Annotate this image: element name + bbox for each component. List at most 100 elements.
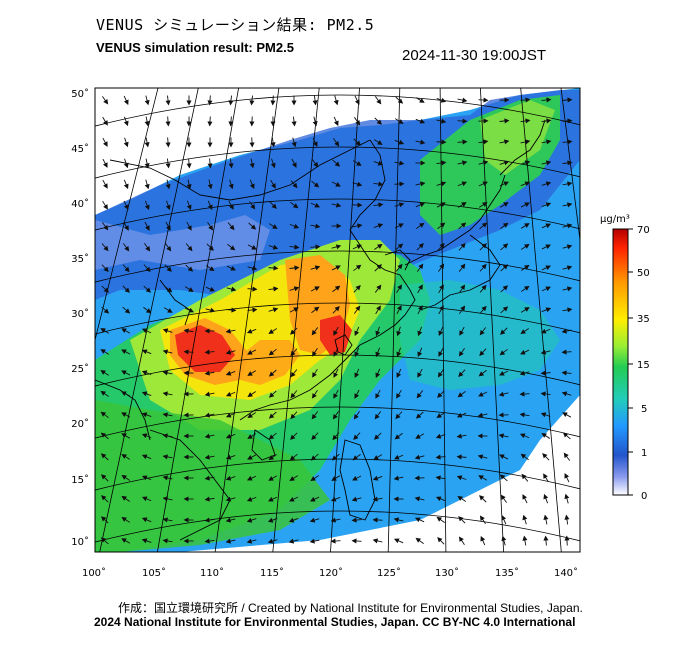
wind-arrow-head [144, 99, 150, 106]
wind-arrow-head [207, 183, 213, 190]
wind-arrow-head [504, 97, 510, 103]
wind-arrow-head [165, 163, 171, 169]
wind-arrow-head [309, 517, 316, 523]
wind-arrow-head [545, 286, 551, 292]
wind-arrow-head [270, 121, 276, 127]
wind-arrow-head [546, 118, 552, 124]
wind-arrow-head [414, 496, 420, 502]
wind-arrow-head [481, 222, 488, 228]
wind-arrow-head [355, 119, 361, 126]
wind-arrow-head [376, 264, 382, 270]
wind-arrow-head [418, 305, 423, 311]
colorbar-unit: μg/m³ [600, 214, 630, 225]
lon-axis: 100˚ 105˚ 110˚ 115˚ 120˚ 125˚ 130˚ 135˚ … [82, 567, 578, 579]
wind-arrow-head [398, 223, 404, 228]
wind-arrow-head [460, 305, 466, 311]
wind-arrow-head [356, 181, 363, 187]
wind-arrow-head [165, 204, 171, 211]
wind-arrow-head [100, 328, 106, 333]
colorbar: μg/m³ 70 50 35 15 5 1 0 [600, 214, 650, 502]
wind-arrow-head [313, 182, 320, 188]
wind-arrow-head [252, 307, 258, 313]
title-en: VENUS simulation result: PM2.5 [96, 40, 294, 55]
wind-arrow-head [540, 328, 547, 334]
wind-arrow-head [249, 121, 255, 127]
wind-arrow-head [272, 224, 278, 229]
wind-arrow-head [267, 538, 274, 544]
wind-arrow-head [523, 264, 530, 270]
wind-arrow-head [209, 286, 216, 292]
wind-arrow-head [377, 223, 384, 229]
wind-arrow-head [414, 454, 421, 460]
wind-arrow-head [294, 265, 300, 271]
map-frame [94, 87, 581, 553]
wind-arrow-head [103, 120, 108, 126]
wind-arrow-head [540, 370, 546, 376]
wind-arrow-head [228, 100, 234, 106]
longitude-line [387, 88, 401, 552]
wind-arrow-head [225, 349, 232, 355]
wind-arrow-head [204, 328, 210, 334]
wind-arrow-head [397, 284, 402, 290]
wind-arrow-head [103, 98, 109, 105]
wind-arrow-head [123, 204, 129, 210]
wind-arrow-head [522, 514, 528, 521]
wind-arrow-head [271, 203, 277, 209]
wind-arrow-head [229, 245, 236, 251]
wind-arrow-head [372, 517, 378, 523]
latitude-line [95, 510, 580, 543]
wind-arrow-head [524, 139, 531, 145]
wind-arrow-head [502, 222, 509, 228]
wind-arrow-head [372, 475, 379, 481]
wind-arrow-head [375, 393, 380, 399]
wind-arrow-head [188, 287, 194, 292]
wind-arrow-head [208, 245, 214, 251]
wind-arrow-head [183, 517, 189, 523]
wind-arrow-head [462, 118, 468, 124]
wind-arrow-head [333, 99, 339, 106]
wind-arrow-head [225, 412, 232, 418]
wind-arrow-head [352, 455, 359, 461]
wind-arrow-head [504, 139, 510, 145]
wind-arrow-head [396, 330, 402, 337]
wind-arrow-head [477, 433, 483, 439]
wind-arrow-head [356, 161, 362, 166]
wind-arrow-head [268, 476, 274, 481]
wind-arrow-head [393, 496, 399, 502]
wind-arrow-head [312, 372, 317, 378]
wind-arrow-head [167, 308, 173, 313]
wind-arrow-head [311, 434, 317, 441]
wind-arrow-head [479, 350, 485, 356]
map-plot-area [95, 88, 580, 552]
wind-arrow-head [435, 475, 441, 481]
wind-arrow-head [481, 263, 487, 270]
wind-arrow-head [162, 496, 168, 502]
wind-arrow-head [564, 535, 570, 541]
wind-arrow-head [524, 160, 531, 166]
lon-label: 105˚ [142, 567, 166, 579]
wind-arrow-head [291, 100, 297, 106]
wind-arrow-head [268, 455, 274, 461]
wind-arrow-head [121, 517, 127, 522]
wind-arrow-head [524, 223, 530, 228]
wind-arrow-head [103, 245, 109, 252]
wind-arrow-head [121, 349, 127, 354]
wind-arrow-head [564, 493, 570, 500]
wind-arrow-head [165, 100, 171, 106]
wind-arrow-head [268, 413, 275, 419]
wind-arrow-head [504, 118, 510, 124]
wind-arrow-head [312, 120, 318, 127]
wind-arrow-head [457, 392, 464, 398]
wind-arrow-head [187, 245, 193, 252]
wind-arrow-head [372, 496, 378, 502]
wind-arrow-head [292, 203, 299, 209]
wind-arrow-head [540, 412, 547, 418]
wind-arrow-head [101, 474, 107, 480]
wind-arrow-head [187, 266, 194, 272]
wind-arrow-head [123, 183, 129, 190]
lat-label: 30˚ [71, 308, 89, 320]
wind-arrow-head [313, 306, 320, 312]
wind-arrow-head [458, 516, 464, 522]
wind-arrow-head [209, 266, 215, 272]
wind-arrow-head [294, 244, 300, 250]
